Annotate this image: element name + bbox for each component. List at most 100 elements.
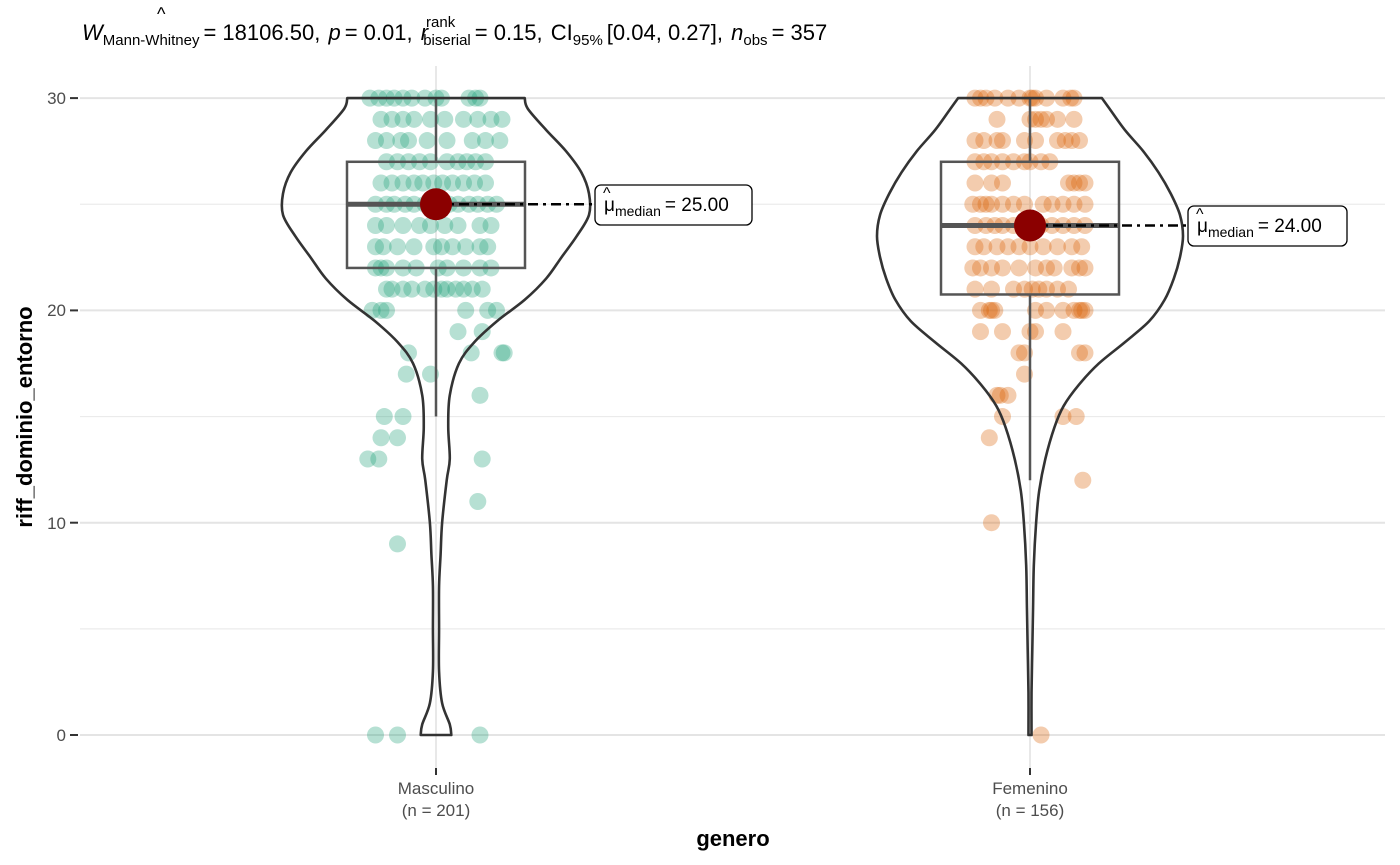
data-point: [438, 132, 456, 150]
data-point: [1010, 344, 1028, 362]
data-point: [1054, 408, 1072, 426]
data-point: [988, 238, 1006, 256]
data-point: [983, 259, 1000, 277]
data-point: [1010, 259, 1028, 277]
data-point: [999, 386, 1017, 404]
data-point: [469, 110, 487, 128]
median-label-text-femenino: μmedian = 24.00: [1197, 216, 1322, 240]
data-point: [1032, 726, 1050, 744]
data-point: [1071, 259, 1088, 277]
data-point: [457, 238, 475, 256]
data-point: [473, 280, 491, 298]
x-axis: Masculino (n = 201) Femenino (n = 156): [398, 768, 1068, 820]
violin-outline-femenino: [875, 96, 1185, 737]
y-axis-title: riff_dominio_entorno: [12, 306, 37, 527]
data-point: [389, 726, 406, 744]
data-point: [1063, 238, 1081, 256]
data-point: [1065, 195, 1083, 213]
data-point: [983, 514, 1000, 532]
data-point: [1038, 301, 1055, 319]
data-point: [972, 323, 989, 341]
data-point: [1034, 195, 1052, 213]
data-point: [473, 323, 491, 341]
data-point: [436, 110, 454, 128]
data-point: [367, 238, 384, 256]
data-point: [449, 323, 467, 341]
points-masculino: [359, 89, 513, 744]
median-label-femenino: μmedian = 24.00 ^: [1187, 205, 1348, 247]
data-point: [1054, 195, 1072, 213]
data-point: [972, 259, 989, 277]
chart-title: WMann-Whitney = 18106.50, p = 0.01, rrank b…: [82, 14, 827, 49]
violin-outline-masculino: [280, 96, 592, 737]
data-point: [488, 301, 505, 319]
median-label-sub-masculino: median: [615, 203, 661, 219]
title-p-value: = 0.01,: [345, 20, 413, 45]
x-tick-label-femenino: Femenino: [992, 779, 1068, 798]
data-point: [455, 174, 472, 192]
data-point: [1076, 174, 1094, 192]
data-point: [471, 238, 489, 256]
data-point: [994, 195, 1011, 213]
median-label-masculino: μmedian = 25.00 ^: [594, 184, 753, 226]
x-tick-n-femenino: (n = 156): [996, 801, 1065, 820]
group-femenino: [875, 89, 1188, 744]
data-point: [991, 386, 1009, 404]
data-point: [1038, 259, 1055, 277]
data-point: [378, 216, 395, 234]
data-point: [972, 301, 989, 319]
data-point: [471, 726, 489, 744]
data-point: [473, 450, 491, 468]
data-point: [394, 280, 412, 298]
data-point: [477, 132, 494, 150]
data-point: [389, 429, 406, 447]
data-point: [980, 429, 998, 447]
data-point: [994, 174, 1011, 192]
data-point: [367, 132, 384, 150]
data-point: [994, 259, 1011, 277]
data-point: [966, 174, 984, 192]
data-point: [372, 301, 390, 319]
data-point: [493, 110, 511, 128]
data-point: [983, 195, 1000, 213]
data-point: [1076, 195, 1094, 213]
data-point: [394, 216, 412, 234]
data-point: [359, 450, 377, 468]
r-hat-accent-icon: ^: [157, 4, 166, 24]
data-point: [1071, 301, 1088, 319]
mu-hat-icon: μ: [604, 195, 615, 216]
title-stat-symbol: W: [82, 20, 105, 45]
title-effect-subscript: biserial: [423, 32, 471, 49]
data-point: [1065, 301, 1083, 319]
data-point: [1049, 110, 1066, 128]
data-point: [1065, 110, 1083, 128]
data-point: [975, 132, 993, 150]
data-point: [1067, 408, 1085, 426]
data-point: [1005, 195, 1022, 213]
data-point: [375, 408, 393, 426]
data-point: [374, 238, 392, 256]
data-point: [1043, 195, 1061, 213]
title-stat-value: = 18106.50,: [203, 20, 320, 45]
data-point: [418, 132, 436, 150]
data-point: [495, 344, 513, 362]
title-p-symbol: p: [327, 20, 340, 45]
data-point: [1056, 132, 1074, 150]
data-point: [966, 132, 984, 150]
x-tick-n-masculino: (n = 201): [402, 801, 471, 820]
data-point: [372, 429, 390, 447]
median-point-femenino: [1014, 209, 1046, 242]
median-label-box-masculino: [594, 184, 753, 226]
data-point: [1016, 195, 1033, 213]
data-point: [447, 280, 465, 298]
title-stat-subscript: Mann-Whitney: [103, 32, 200, 49]
y-tick-marks: [70, 97, 78, 736]
data-point: [471, 386, 489, 404]
data-point: [964, 259, 982, 277]
data-point: [1063, 259, 1081, 277]
data-point: [994, 132, 1011, 150]
data-point: [1021, 238, 1039, 256]
data-point: [383, 174, 401, 192]
box-femenino: [939, 160, 1121, 296]
